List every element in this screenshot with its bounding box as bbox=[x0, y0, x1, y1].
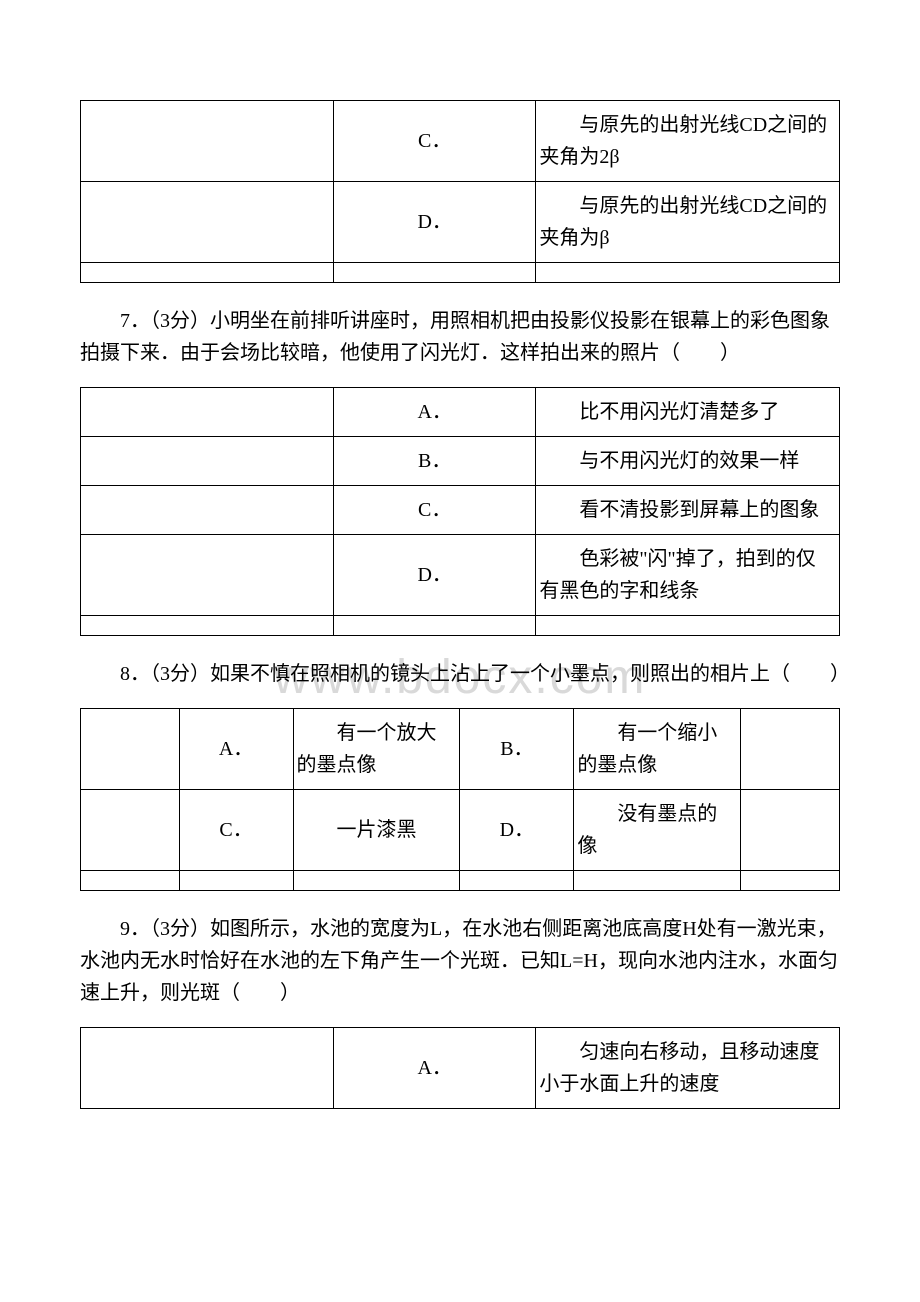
choice-cell: A． bbox=[334, 388, 536, 437]
document-content: C． 与原先的出射光线CD之间的夹角为2β D． 与原先的出射光线CD之间的夹角… bbox=[80, 100, 840, 1109]
choice-cell: D． bbox=[334, 535, 536, 616]
choice-cell: D． bbox=[460, 790, 574, 871]
table-row: C． 与原先的出射光线CD之间的夹角为2β bbox=[81, 101, 840, 182]
question9-text: 9．（3分）如图所示，水池的宽度为L，在水池右侧距离池底高度H处有一激光束，水池… bbox=[80, 913, 840, 1009]
empty-cell bbox=[81, 871, 180, 891]
empty-cell bbox=[179, 871, 293, 891]
choice-cell: C． bbox=[334, 101, 536, 182]
answer-cell: 与原先的出射光线CD之间的夹角为β bbox=[536, 182, 840, 263]
choice-cell: A． bbox=[334, 1028, 536, 1109]
answer-cell: 色彩被"闪"掉了，拍到的仅有黑色的字和线条 bbox=[536, 535, 840, 616]
empty-cell bbox=[334, 616, 536, 636]
empty-cell bbox=[334, 263, 536, 283]
label-cell bbox=[81, 182, 334, 263]
answer-cell: 有一个缩小的墨点像 bbox=[574, 709, 741, 790]
table-row: B． 与不用闪光灯的效果一样 bbox=[81, 437, 840, 486]
question9-table: A． 匀速向右移动，且移动速度小于水面上升的速度 bbox=[80, 1027, 840, 1109]
answer-cell: 没有墨点的像 bbox=[574, 790, 741, 871]
empty-cell bbox=[81, 790, 180, 871]
answer-cell: 一片漆黑 bbox=[293, 790, 460, 871]
label-cell bbox=[81, 101, 334, 182]
choice-cell: C． bbox=[179, 790, 293, 871]
table-row-empty bbox=[81, 263, 840, 283]
table-row: C． 一片漆黑 D． 没有墨点的像 bbox=[81, 790, 840, 871]
question7-text: 7．（3分）小明坐在前排听讲座时，用照相机把由投影仪投影在银幕上的彩色图象拍摄下… bbox=[80, 305, 840, 369]
table-row: C． 看不清投影到屏幕上的图象 bbox=[81, 486, 840, 535]
empty-cell bbox=[81, 616, 334, 636]
answer-cell: 匀速向右移动，且移动速度小于水面上升的速度 bbox=[536, 1028, 840, 1109]
choice-cell: D． bbox=[334, 182, 536, 263]
empty-cell bbox=[741, 871, 840, 891]
answer-cell: 与不用闪光灯的效果一样 bbox=[536, 437, 840, 486]
table-row-empty bbox=[81, 616, 840, 636]
empty-cell bbox=[81, 709, 180, 790]
choice-cell: A． bbox=[179, 709, 293, 790]
question8-table: A． 有一个放大的墨点像 B． 有一个缩小的墨点像 C． 一片漆黑 D． 没有墨… bbox=[80, 708, 840, 891]
table-row: D． 色彩被"闪"掉了，拍到的仅有黑色的字和线条 bbox=[81, 535, 840, 616]
label-cell bbox=[81, 535, 334, 616]
table-row-empty bbox=[81, 871, 840, 891]
empty-cell bbox=[293, 871, 460, 891]
empty-cell bbox=[536, 263, 840, 283]
label-cell bbox=[81, 388, 334, 437]
empty-cell bbox=[574, 871, 741, 891]
choice-cell: B． bbox=[460, 709, 574, 790]
answer-cell: 与原先的出射光线CD之间的夹角为2β bbox=[536, 101, 840, 182]
empty-cell bbox=[460, 871, 574, 891]
choice-cell: B． bbox=[334, 437, 536, 486]
table-row: A． 比不用闪光灯清楚多了 bbox=[81, 388, 840, 437]
table-row: D． 与原先的出射光线CD之间的夹角为β bbox=[81, 182, 840, 263]
answer-cell: 看不清投影到屏幕上的图象 bbox=[536, 486, 840, 535]
label-cell bbox=[81, 486, 334, 535]
question8-text: 8．（3分）如果不慎在照相机的镜头上沾上了一个小墨点，则照出的相片上（ ） bbox=[80, 658, 840, 690]
table-row: A． 匀速向右移动，且移动速度小于水面上升的速度 bbox=[81, 1028, 840, 1109]
label-cell bbox=[81, 1028, 334, 1109]
table-row: A． 有一个放大的墨点像 B． 有一个缩小的墨点像 bbox=[81, 709, 840, 790]
label-cell bbox=[81, 437, 334, 486]
answer-cell: 有一个放大的墨点像 bbox=[293, 709, 460, 790]
empty-cell bbox=[741, 790, 840, 871]
empty-cell bbox=[81, 263, 334, 283]
question7-table: A． 比不用闪光灯清楚多了 B． 与不用闪光灯的效果一样 C． 看不清投影到屏幕… bbox=[80, 387, 840, 636]
answer-cell: 比不用闪光灯清楚多了 bbox=[536, 388, 840, 437]
question6-table: C． 与原先的出射光线CD之间的夹角为2β D． 与原先的出射光线CD之间的夹角… bbox=[80, 100, 840, 283]
empty-cell bbox=[741, 709, 840, 790]
choice-cell: C． bbox=[334, 486, 536, 535]
empty-cell bbox=[536, 616, 840, 636]
